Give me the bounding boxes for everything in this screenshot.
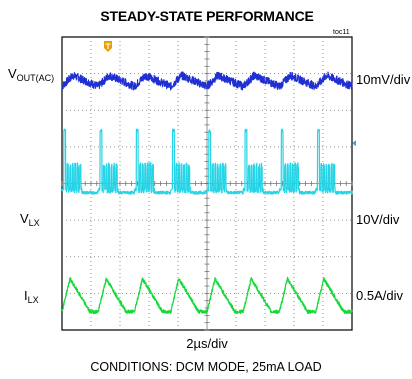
series-trace-ilx (61, 276, 353, 315)
conditions-text: CONDITIONS: DCM MODE, 25mA LOAD (90, 360, 322, 374)
series-label-vlx-main: V (20, 211, 29, 226)
x-axis-label: 2µs/div (186, 336, 228, 351)
scale-label-ilx: 0.5A/div (356, 288, 403, 303)
series-label-vout: VOUT(AC) (8, 66, 54, 83)
series-trace-vout-ac- (61, 71, 353, 91)
series-label-vlx-sub: LX (28, 218, 40, 228)
plot-id: toc11 (333, 29, 350, 36)
scale-label-vlx: 10V/div (356, 212, 400, 227)
series-label-ilx: ILX (24, 288, 39, 305)
series-label-vout-main: V (8, 66, 17, 81)
chart-title: STEADY-STATE PERFORMANCE (100, 8, 314, 24)
series-label-vlx: VLX (20, 211, 40, 228)
level-marker (352, 140, 356, 147)
series-label-ilx-main: I (24, 288, 28, 303)
series-label-vout-sub: OUT(AC) (16, 73, 55, 83)
scale-label-vout: 10mV/div (356, 72, 411, 87)
trigger-marker-glyph (105, 43, 111, 49)
series-label-ilx-sub: LX (27, 295, 39, 305)
series-trace-vlx (61, 128, 353, 195)
